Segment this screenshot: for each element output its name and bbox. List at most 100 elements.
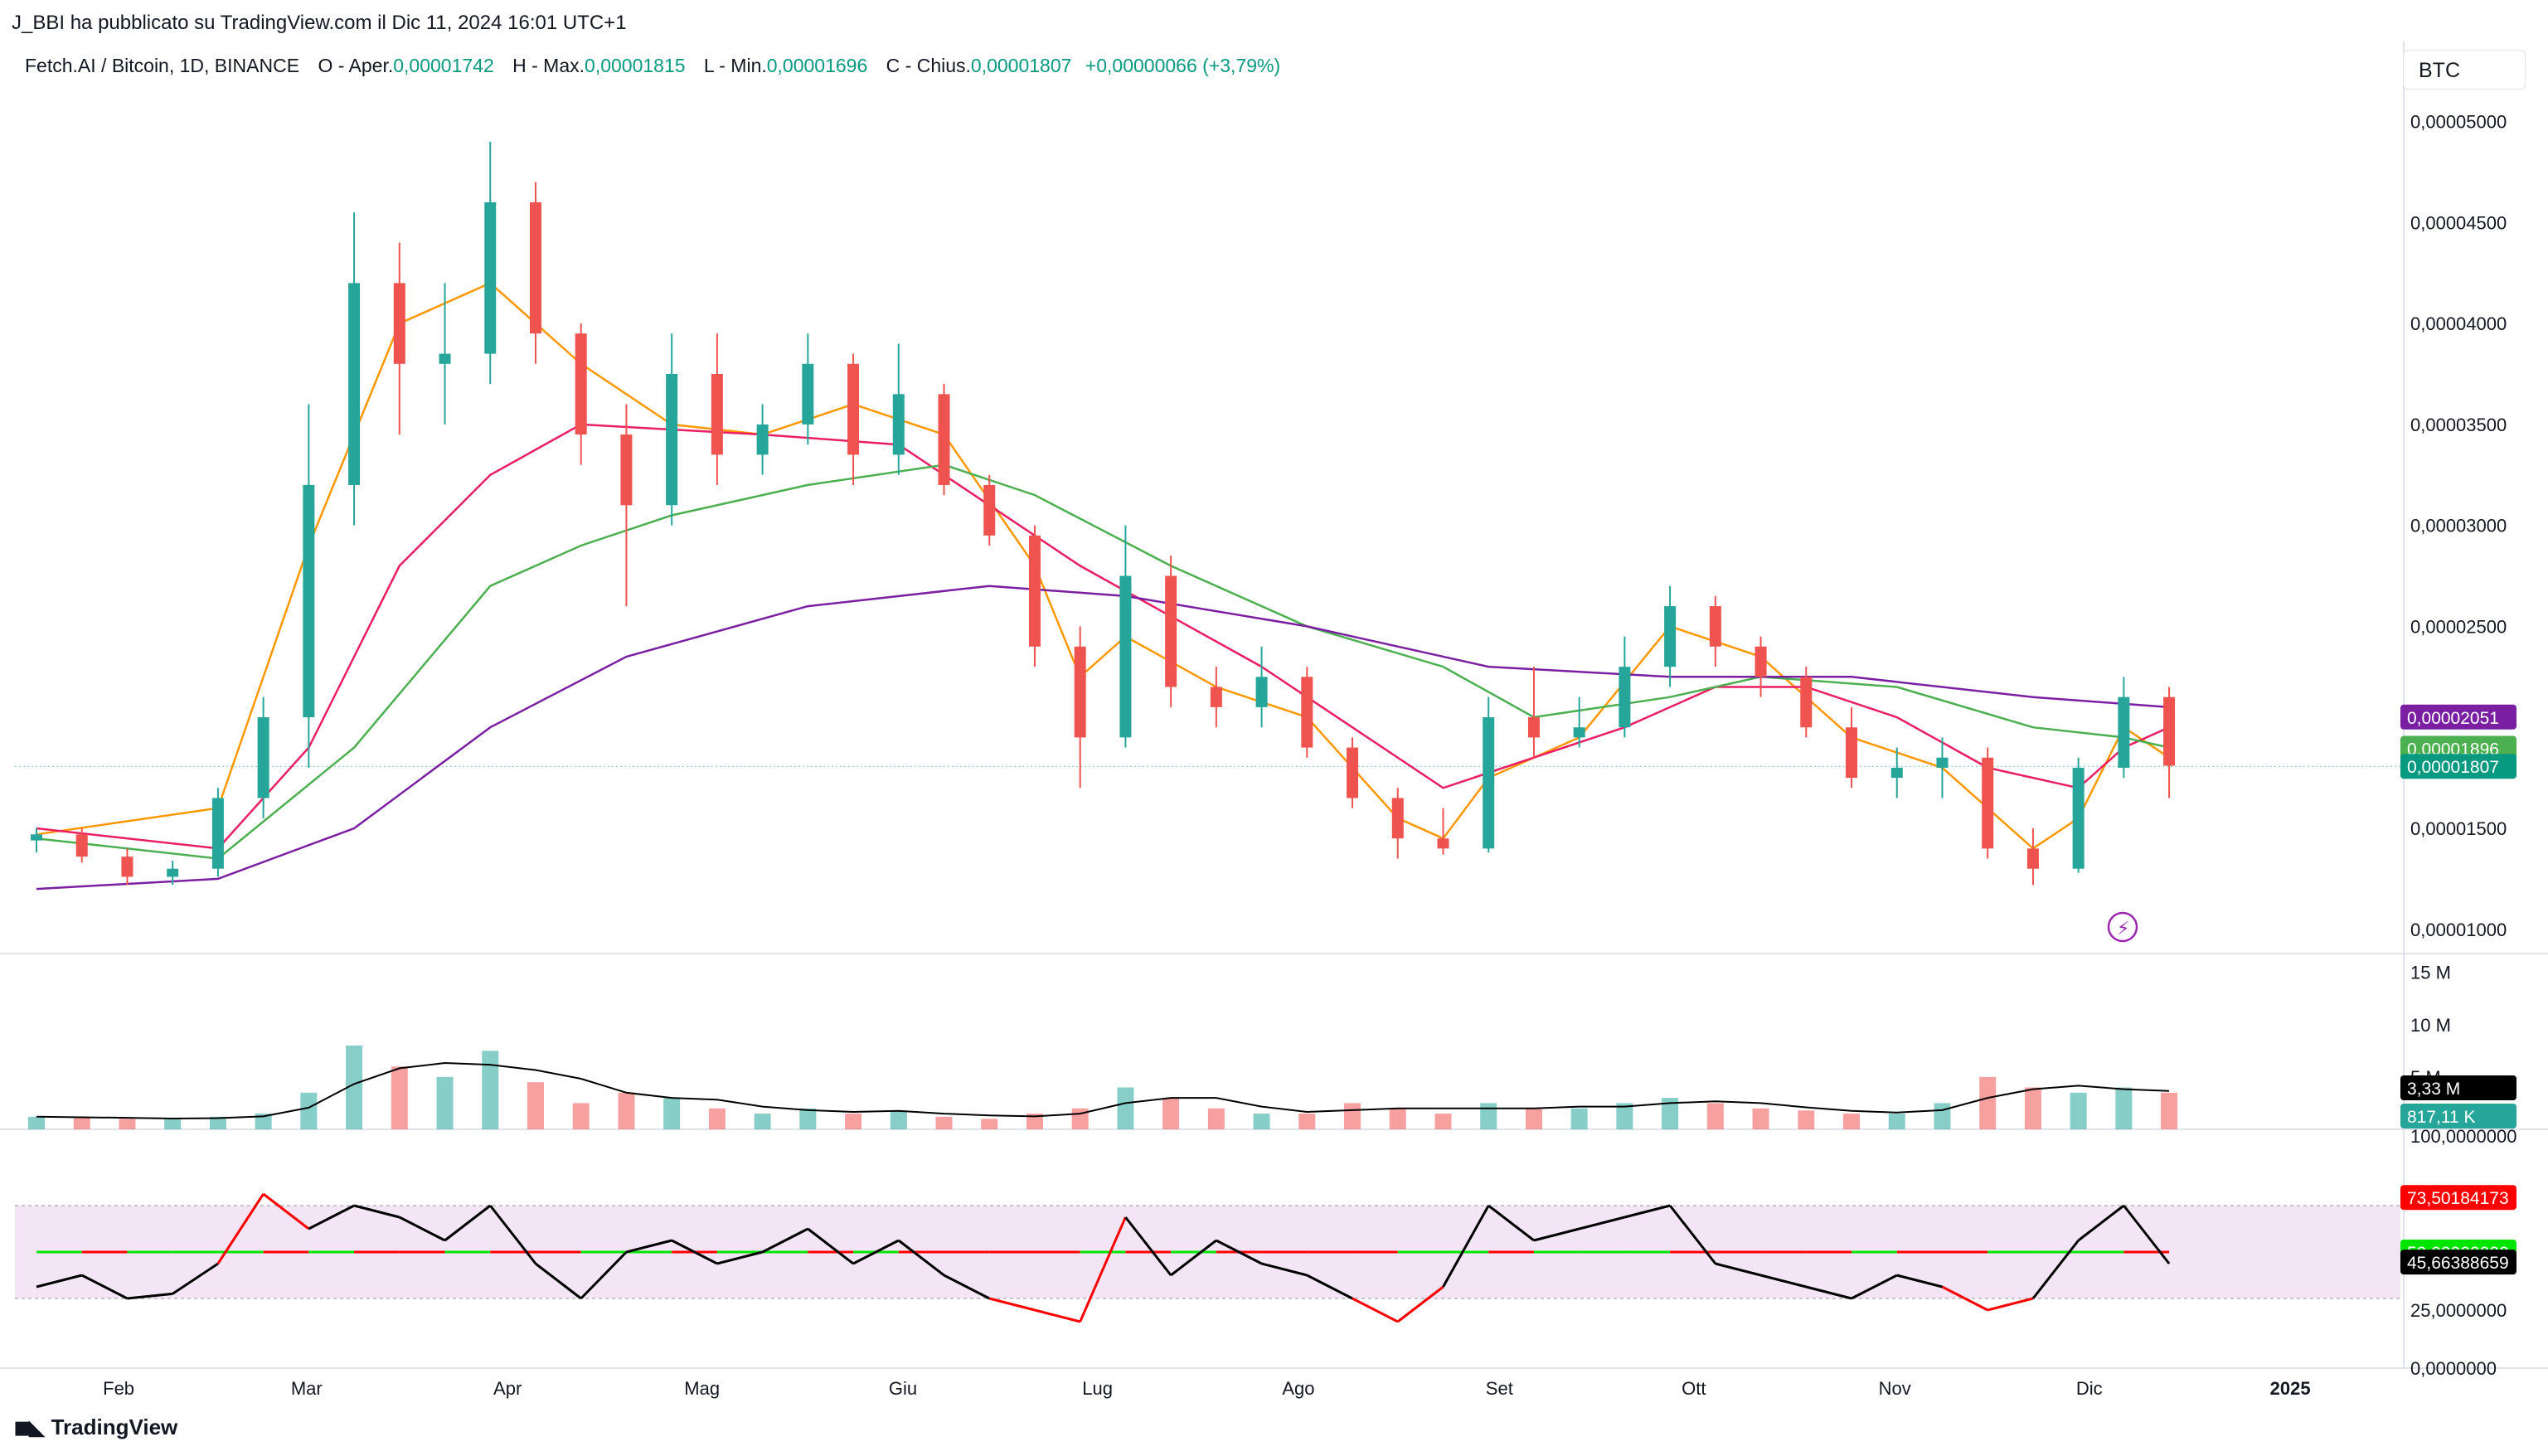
open-label: O - Aper. — [318, 55, 394, 76]
rsi-segment-37 — [1668, 1205, 1717, 1264]
candle-body-9 — [439, 353, 451, 364]
volume-bar-14 — [663, 1098, 681, 1129]
volume-tick-label-1: 10 M — [2410, 1015, 2451, 1036]
last-price-badge: 0,00001807 — [2407, 758, 2499, 777]
rsi-segment-19 — [852, 1239, 900, 1265]
rsi-segment-42 — [1896, 1274, 1943, 1289]
volume-bar-12 — [572, 1103, 590, 1129]
ohlc-legend: Fetch.AI / Bitcoin, 1D, BINANCE O - Aper… — [25, 55, 1280, 77]
rsi-segment-8 — [353, 1204, 400, 1219]
candle-body-1 — [75, 834, 88, 857]
candle-body-4 — [211, 798, 224, 869]
volume-ma-line — [36, 1061, 2170, 1120]
candle-body-11 — [529, 201, 541, 334]
volume-bar-6 — [300, 1092, 318, 1129]
rsi-segment-47 — [2123, 1205, 2171, 1264]
volume-bar-8 — [391, 1066, 408, 1129]
currency-button[interactable]: BTC — [2403, 50, 2526, 90]
volume-bar-38 — [1752, 1108, 1769, 1129]
volume-bar-20 — [935, 1116, 953, 1129]
rsi-segment-27 — [1216, 1239, 1263, 1265]
volume-ma-badge-bg — [2400, 1075, 2516, 1100]
volume-bar-28 — [1298, 1114, 1316, 1129]
candle-body-33 — [1527, 717, 1540, 738]
published-caption: J_BBI ha pubblicato su TradingView.com i… — [12, 12, 627, 34]
price-tick-label-3: 0,00003500 — [2410, 415, 2507, 435]
volume-bar-47 — [2161, 1092, 2178, 1129]
volume-ma-badge: 3,33 M — [2407, 1080, 2460, 1099]
candle-body-3 — [167, 868, 179, 877]
low-value: 0,00001696 — [766, 55, 868, 76]
time-tick-label-8: Ott — [1682, 1378, 1706, 1399]
volume-bar-36 — [1662, 1098, 1679, 1129]
volume-bar-2 — [119, 1119, 136, 1129]
candle-body-46 — [2118, 696, 2130, 768]
rsi-segment-7 — [308, 1204, 355, 1230]
volume-tick-label-0: 15 M — [2410, 963, 2451, 983]
rsi-segment-3 — [127, 1292, 173, 1300]
volume-bar-31 — [1434, 1114, 1452, 1129]
price-tick-label-7: 0,00001000 — [2410, 920, 2507, 940]
volume-bar-29 — [1344, 1103, 1361, 1129]
candle-body-20 — [938, 394, 950, 485]
volume-bar-24 — [1117, 1087, 1134, 1129]
candle-body-24 — [1119, 575, 1132, 738]
rsi-segment-41 — [1851, 1274, 1898, 1300]
close-label: C - Chius. — [886, 55, 971, 76]
rsi-segment-22 — [988, 1297, 1036, 1312]
candle-body-32 — [1483, 717, 1495, 849]
volume-last-badge-bg — [2400, 1104, 2516, 1128]
volume-bar-42 — [1934, 1103, 1951, 1129]
candle-body-40 — [1846, 727, 1858, 779]
ma-badge-3-bg — [2400, 704, 2516, 730]
volume-bar-16 — [754, 1114, 771, 1129]
candle-body-43 — [1982, 757, 1994, 849]
tradingview-logo[interactable]: ◼◣ TradingView — [13, 1415, 177, 1440]
volume-bar-46 — [2115, 1087, 2133, 1129]
time-tick-label-4: Giu — [889, 1378, 917, 1399]
rsi-segment-12 — [535, 1262, 582, 1300]
rsi-segment-6 — [262, 1192, 310, 1230]
high-label: H - Max. — [512, 55, 585, 76]
rsi-segment-21 — [943, 1274, 990, 1300]
rsi-segment-4 — [172, 1262, 219, 1295]
candle-body-44 — [2026, 848, 2039, 869]
rsi-segment-30 — [1352, 1297, 1399, 1323]
rsi-segment-39 — [1760, 1274, 1807, 1289]
candle-body-21 — [983, 484, 996, 536]
candle-body-28 — [1301, 677, 1313, 748]
time-tick-label-9: Nov — [1879, 1378, 1911, 1399]
volume-bar-33 — [1525, 1108, 1542, 1129]
time-tick-label-11: 2025 — [2270, 1378, 2311, 1399]
volume-bar-39 — [1798, 1110, 1815, 1129]
rsi-overbought-badge: 73,50184173 — [2407, 1189, 2509, 1208]
rsi-segment-45 — [2031, 1240, 2080, 1299]
symbol-title[interactable]: Fetch.AI / Bitcoin, 1D, BINANCE — [25, 55, 300, 76]
candle-body-12 — [575, 333, 587, 435]
candle-body-16 — [756, 424, 769, 455]
candle-body-8 — [393, 283, 405, 364]
volume-bar-37 — [1706, 1103, 1724, 1129]
candles — [31, 141, 2176, 886]
candle-body-7 — [348, 283, 361, 485]
candle-body-39 — [1800, 677, 1813, 728]
rsi-segment-1 — [36, 1274, 83, 1289]
candle-body-17 — [802, 363, 814, 425]
candle-body-26 — [1210, 687, 1222, 707]
candle-body-5 — [257, 717, 269, 798]
volume-bar-26 — [1207, 1108, 1225, 1129]
candle-body-29 — [1347, 747, 1359, 798]
time-tick-label-3: Mag — [684, 1378, 720, 1399]
candle-body-31 — [1437, 838, 1449, 849]
rsi-segment-46 — [2077, 1204, 2125, 1242]
volume-bar-41 — [1888, 1114, 1905, 1129]
lightning-glyph: ⚡ — [2117, 919, 2129, 939]
candle-body-41 — [1890, 767, 1903, 779]
candle-body-42 — [1936, 757, 1949, 768]
time-tick-label-1: Mar — [291, 1378, 323, 1399]
low-label: L - Min. — [703, 55, 767, 76]
volume-bar-35 — [1616, 1103, 1633, 1129]
volume-bar-1 — [73, 1118, 90, 1129]
rsi-segment-18 — [807, 1227, 854, 1265]
